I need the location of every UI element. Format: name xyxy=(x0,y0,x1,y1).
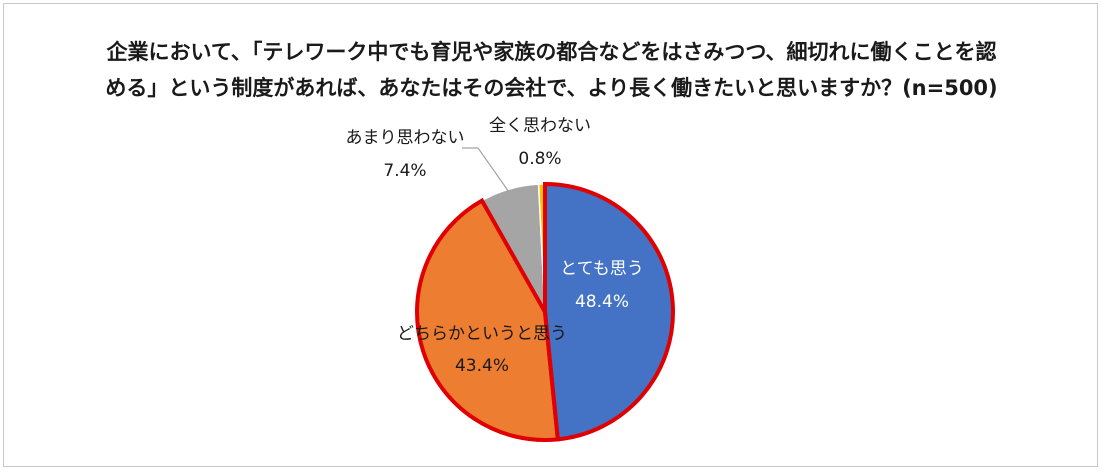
chart-title: 企業において、「テレワーク中でも育児や家族の都合などをはさみつつ、細切れに働くこ… xyxy=(0,34,1103,106)
highlight-outline-1 xyxy=(415,197,561,442)
chart-title-line-1: 企業において、「テレワーク中でも育児や家族の都合などをはさみつつ、細切れに働くこ… xyxy=(106,40,997,64)
slice-value-1: 43.4% xyxy=(455,356,509,376)
chart-title-line-2: める」という制度があれば、あなたはその会社で、より長く働きたいと思いますか？(n… xyxy=(105,76,998,100)
slice-value-0: 48.4% xyxy=(575,292,629,312)
slice-label-0: とても思う xyxy=(560,259,644,279)
highlight-outline-0 xyxy=(543,181,675,442)
slice-value-2: 7.4% xyxy=(383,161,426,181)
slice-label-2: あまり思わない xyxy=(346,128,465,148)
slice-value-3: 0.8% xyxy=(518,149,561,169)
leader-line-2 xyxy=(462,147,512,196)
slice-label-1: どちらかというと思う xyxy=(397,324,567,344)
slice-label-3: 全く思わない xyxy=(489,116,591,136)
